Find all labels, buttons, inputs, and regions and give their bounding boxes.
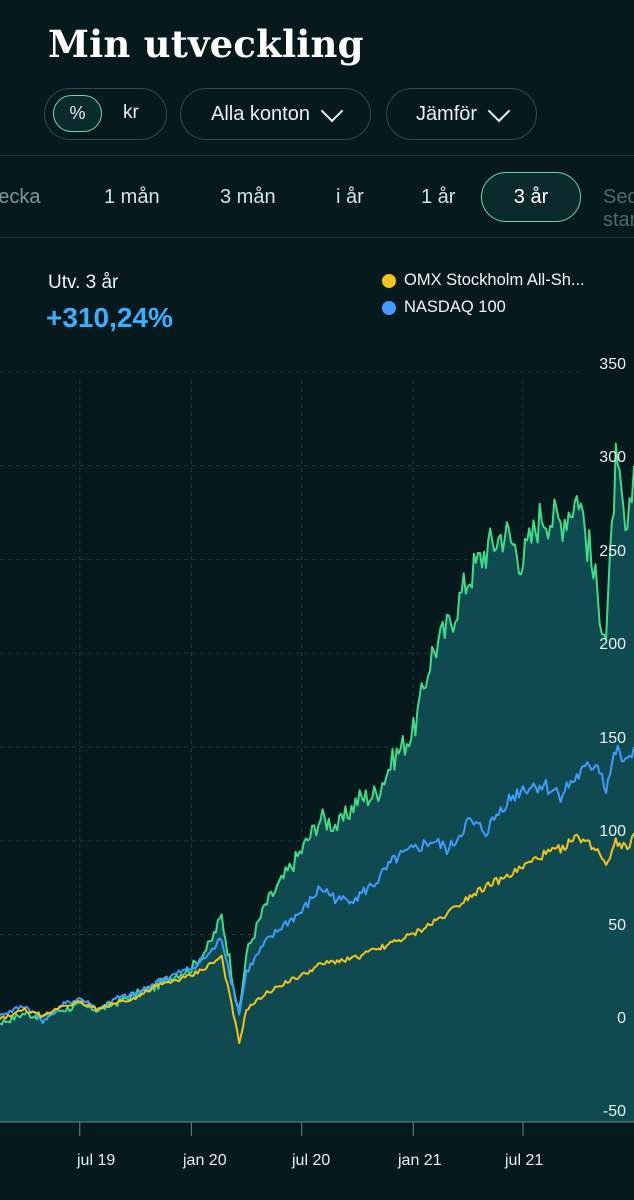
account-select-label: Alla konton — [211, 102, 310, 125]
y-tick: -50 — [602, 1103, 626, 1120]
y-tick: 300 — [599, 449, 626, 466]
legend-item-omx: OMX Stockholm All-Sh... — [382, 271, 585, 290]
x-tick: jul 20 — [292, 1152, 331, 1169]
performance-value: +310,24% — [46, 302, 173, 333]
divider — [0, 155, 634, 156]
page-title: Min utveckling — [48, 22, 364, 66]
period-week[interactable]: Vecka — [0, 186, 41, 208]
x-tick: jul 19 — [77, 1152, 116, 1169]
period-3y[interactable]: 3 år — [481, 172, 581, 222]
y-tick: 100 — [599, 823, 626, 840]
unit-toggle[interactable]: % kr — [44, 88, 167, 140]
currency-option[interactable]: kr — [123, 102, 139, 123]
x-tick: jan 21 — [398, 1152, 442, 1169]
period-1m[interactable]: 1 mån — [104, 186, 160, 208]
legend-dot-icon — [382, 273, 396, 288]
y-tick: 200 — [599, 636, 626, 653]
divider — [0, 237, 634, 238]
period-3m[interactable]: 3 mån — [220, 186, 276, 208]
period-ytd[interactable]: i år — [336, 186, 364, 208]
y-tick: 350 — [599, 356, 626, 373]
period-since-start[interactable]: Sedan start — [603, 186, 634, 231]
legend-label: OMX Stockholm All-Sh... — [404, 271, 585, 289]
x-tick: jul 21 — [505, 1152, 544, 1169]
legend-label: NASDAQ 100 — [404, 298, 506, 316]
y-tick: 0 — [617, 1010, 626, 1027]
y-tick: 50 — [608, 917, 626, 934]
percent-option[interactable]: % — [53, 95, 102, 132]
legend-item-nasdaq: NASDAQ 100 — [382, 298, 506, 317]
x-tick: jan 20 — [183, 1152, 227, 1169]
portfolio-line — [0, 442, 634, 1026]
y-tick: 250 — [599, 543, 626, 560]
portfolio-area — [0, 443, 634, 1122]
y-tick: 150 — [599, 730, 626, 747]
nasdaq-line — [0, 744, 634, 1024]
compare-select-label: Jämför — [415, 102, 478, 125]
omx-line — [0, 832, 634, 1044]
legend-dot-icon — [382, 300, 396, 315]
performance-period-label: Utv. 3 år — [48, 272, 119, 293]
compare-select[interactable]: Jämför — [386, 88, 537, 140]
period-1y[interactable]: 1 år — [421, 186, 456, 208]
account-select[interactable]: Alla konton — [180, 88, 371, 140]
